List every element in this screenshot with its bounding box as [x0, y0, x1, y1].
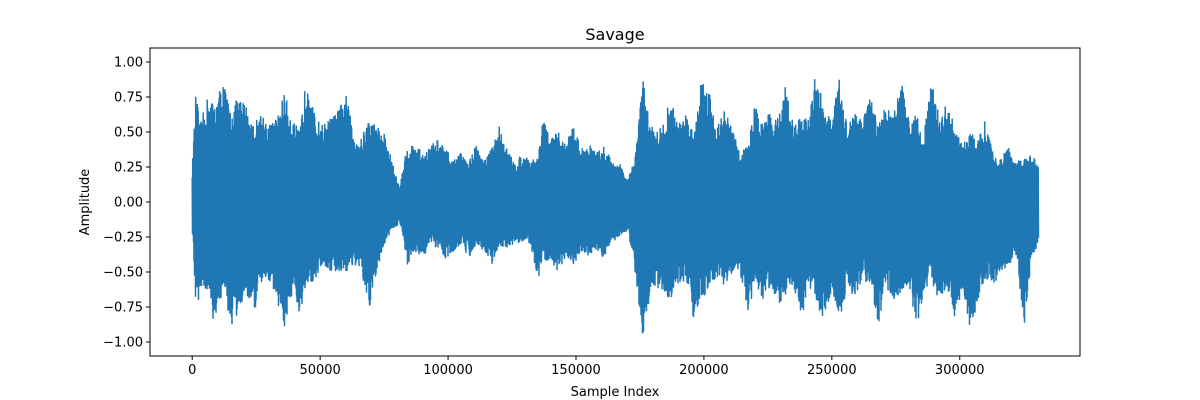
chart-title: Savage — [585, 25, 644, 44]
y-tick-label: 0.00 — [114, 196, 143, 211]
series-layer — [191, 79, 1040, 334]
y-tick-label: 0.75 — [114, 91, 143, 106]
x-tick-label: 50000 — [299, 363, 340, 378]
y-tick-label: −0.75 — [103, 301, 143, 316]
x-axis-ticks: 0 50000 100000 150000 200000 250000 300000 — [188, 356, 985, 378]
x-tick-label: 250000 — [807, 363, 857, 378]
x-axis-label: Sample Index — [571, 385, 660, 400]
y-tick-label: 0.50 — [114, 126, 143, 141]
waveform-line — [191, 79, 1040, 334]
y-tick-label: −0.50 — [103, 266, 143, 281]
x-tick-label: 0 — [188, 363, 196, 378]
y-tick-label: 1.00 — [114, 56, 143, 71]
x-tick-label: 100000 — [423, 363, 473, 378]
x-tick-label: 300000 — [935, 363, 985, 378]
x-tick-label: 150000 — [551, 363, 601, 378]
y-tick-label: −1.00 — [103, 336, 143, 351]
y-axis-label: Amplitude — [78, 169, 93, 236]
y-axis-ticks: −1.00 −0.75 −0.50 −0.25 0.00 0.25 0.50 0.75 1.00 — [103, 56, 150, 351]
y-tick-label: −0.25 — [103, 231, 143, 246]
x-tick-label: 200000 — [679, 363, 729, 378]
y-tick-label: 0.25 — [114, 161, 143, 176]
